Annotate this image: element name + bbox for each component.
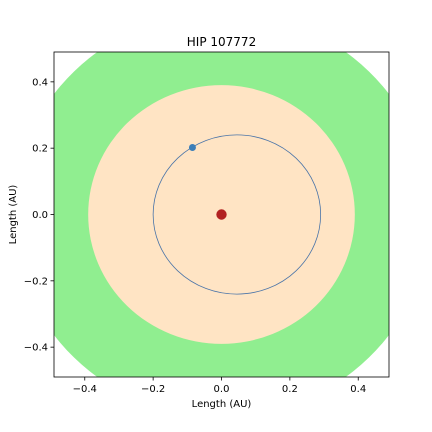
plot-area: [54, 52, 389, 377]
x-tick-label: −0.2: [141, 384, 165, 395]
y-axis-ticks: −0.4 −0.2 0.0 0.2 0.4: [24, 77, 54, 354]
star-marker: [216, 209, 227, 220]
y-tick-label: 0.2: [32, 144, 48, 155]
marks-layer: [152, 134, 322, 295]
x-tick-label: 0.2: [282, 384, 298, 395]
x-tick-label: −0.4: [73, 384, 97, 395]
x-axis-ticks: −0.4 −0.2 0.0 0.2 0.4: [73, 377, 366, 395]
x-axis-label: Length (AU): [192, 399, 252, 410]
chart-title: HIP 107772: [187, 35, 256, 49]
y-tick-label: −0.4: [24, 343, 48, 354]
y-tick-label: 0.0: [32, 210, 48, 221]
y-tick-label: 0.4: [32, 77, 48, 88]
x-tick-label: 0.0: [214, 384, 230, 395]
orbit-path: [152, 134, 322, 295]
planet-marker: [188, 144, 196, 152]
y-tick-label: −0.2: [24, 276, 48, 287]
x-tick-label: 0.4: [350, 384, 366, 395]
y-axis-label: Length (AU): [8, 185, 19, 245]
